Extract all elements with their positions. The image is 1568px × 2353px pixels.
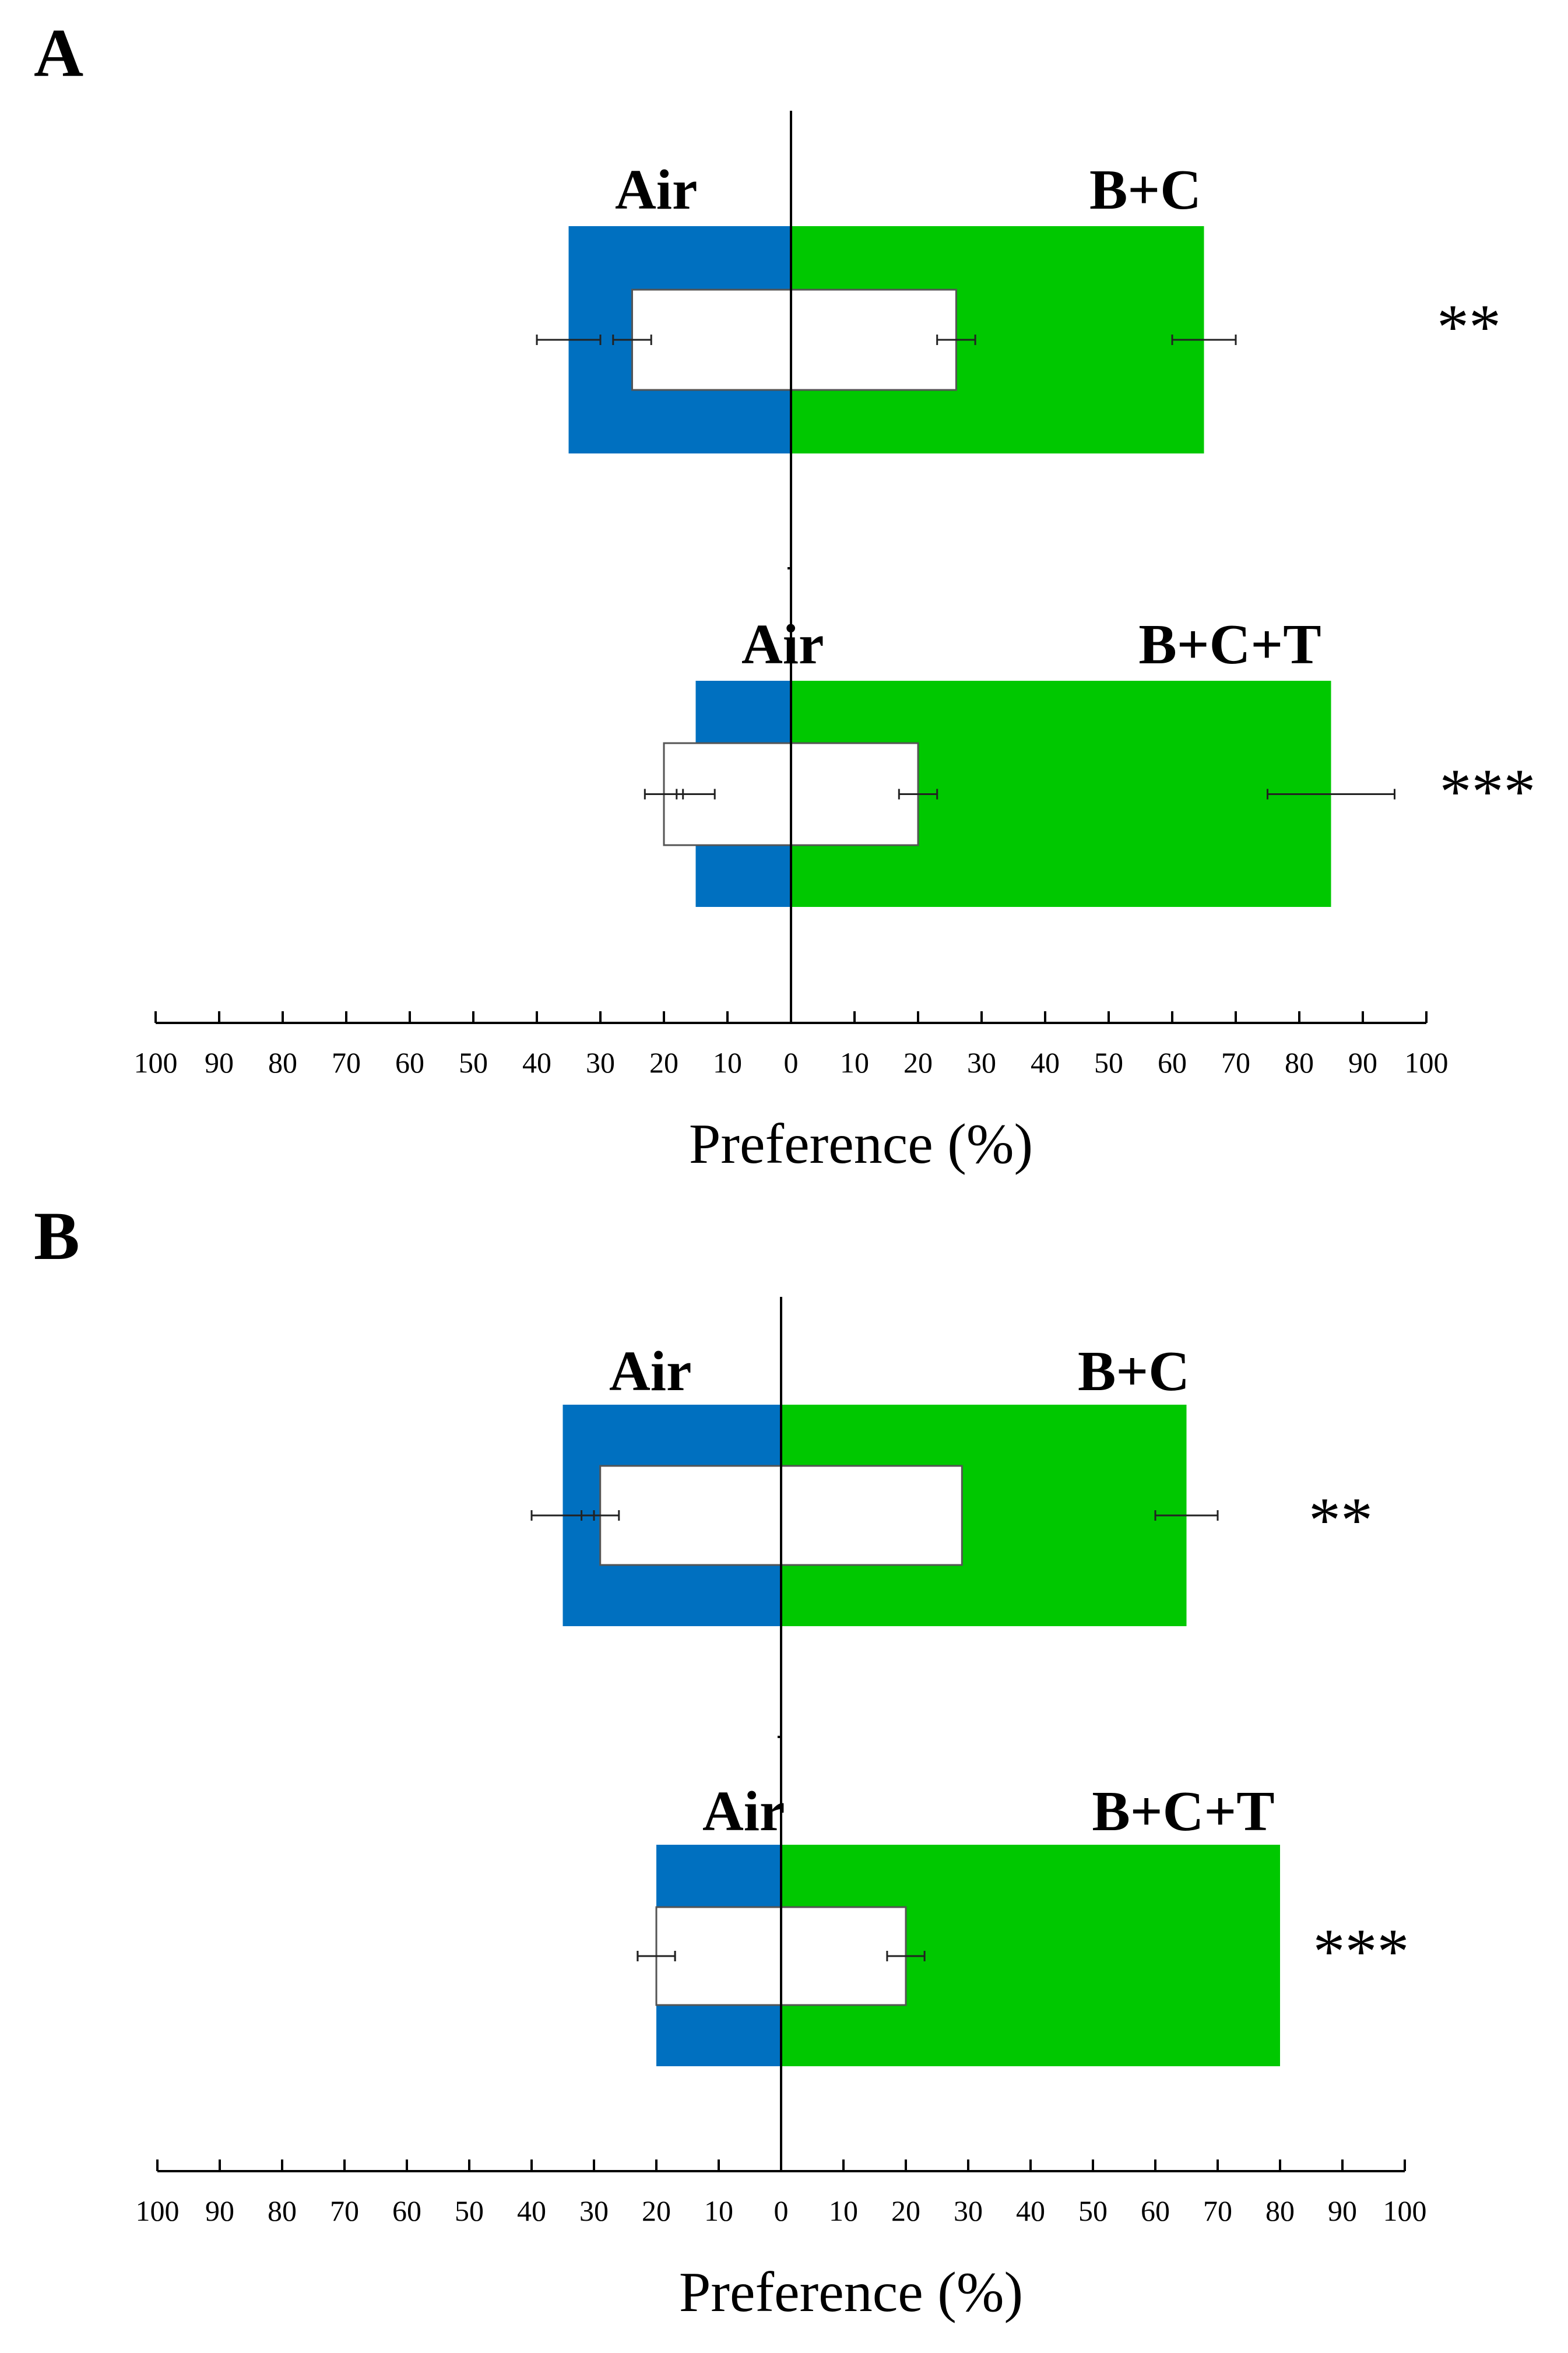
error-bar-right xyxy=(1267,789,1395,800)
inner-bar-left xyxy=(631,289,792,391)
bar-group: Air B+C ** xyxy=(530,1340,1373,1626)
x-tick-label: 70 xyxy=(330,2194,359,2227)
x-tick-label: 70 xyxy=(1221,1046,1250,1079)
bar-group: Air B+C+T *** xyxy=(637,1780,1409,2066)
x-tick-label: 50 xyxy=(1094,1046,1123,1079)
inner-bar-right xyxy=(780,1465,963,1566)
x-tick-label: 40 xyxy=(1031,1046,1060,1079)
x-tick-label: 90 xyxy=(1328,2194,1357,2227)
x-tick-label: 60 xyxy=(395,1046,424,1079)
x-tick-label: 50 xyxy=(1078,2194,1108,2227)
right-label: B+C xyxy=(1089,159,1201,221)
bar-group: Air B+C ** xyxy=(536,159,1501,453)
inner-bar-right xyxy=(790,742,919,846)
error-bar-inner-left xyxy=(637,1951,676,1961)
error-bar-left xyxy=(536,335,602,345)
x-tick-label: 20 xyxy=(642,2194,671,2227)
x-tick-label: 40 xyxy=(522,1046,551,1079)
x-tick-label: 100 xyxy=(1383,2194,1427,2227)
x-tick-label: 70 xyxy=(332,1046,361,1079)
right-label: B+C xyxy=(1078,1340,1190,1403)
x-tick-label: 100 xyxy=(134,1046,178,1079)
significance-label: ** xyxy=(1309,1485,1373,1556)
error-bar-inner-left xyxy=(644,789,684,800)
x-axis-title: Preference (%) xyxy=(689,1113,1033,1176)
x-tick-label: 30 xyxy=(967,1046,996,1079)
x-tick-label: 60 xyxy=(1158,1046,1187,1079)
right-label: B+C+T xyxy=(1138,613,1321,676)
x-axis-title: Preference (%) xyxy=(679,2261,1023,2324)
x-tick-label: 30 xyxy=(954,2194,983,2227)
inner-bar-left xyxy=(655,1906,782,2006)
x-tick-label: 100 xyxy=(136,2194,180,2227)
x-tick-label: 90 xyxy=(205,2194,234,2227)
x-tick-label: 80 xyxy=(1265,2194,1295,2227)
x-tick-label: 20 xyxy=(891,2194,920,2227)
x-tick-label: 50 xyxy=(459,1046,488,1079)
left-label: Air xyxy=(615,159,698,221)
error-bar-right xyxy=(1154,1510,1219,1521)
x-tick-label: 60 xyxy=(1141,2194,1170,2227)
x-tick-label: 70 xyxy=(1203,2194,1232,2227)
x-tick-label: 80 xyxy=(268,2194,297,2227)
x-tick-label: 0 xyxy=(774,2194,789,2227)
right-label: B+C+T xyxy=(1092,1780,1274,1843)
x-tick-label: 90 xyxy=(1348,1046,1377,1079)
x-tick-label: 50 xyxy=(455,2194,484,2227)
left-label: Air xyxy=(741,613,824,676)
inner-bar-right xyxy=(790,289,957,391)
x-tick-label: 10 xyxy=(829,2194,858,2227)
bar-group: Air B+C+T *** xyxy=(644,613,1536,907)
x-tick-label: 80 xyxy=(1285,1046,1314,1079)
x-tick-label: 100 xyxy=(1405,1046,1449,1079)
x-tick-label: 10 xyxy=(713,1046,742,1079)
x-tick-label: 30 xyxy=(586,1046,615,1079)
x-tick-label: 0 xyxy=(784,1046,799,1079)
inner-bar-left xyxy=(599,1465,782,1566)
error-bar-inner-left xyxy=(612,335,652,345)
x-tick-label: 20 xyxy=(649,1046,678,1079)
x-tick-label: 80 xyxy=(268,1046,297,1079)
x-tick-label: 40 xyxy=(517,2194,546,2227)
left-label: Air xyxy=(609,1340,692,1403)
left-label: Air xyxy=(702,1780,785,1843)
error-bar-inner-right xyxy=(898,789,938,800)
panel-label: B xyxy=(34,1198,80,1274)
inner-bar-right xyxy=(780,1906,907,2006)
x-tick-label: 10 xyxy=(840,1046,869,1079)
significance-label: *** xyxy=(1440,756,1536,827)
significance-label: ** xyxy=(1437,291,1501,363)
significance-label: *** xyxy=(1313,1916,1409,1987)
x-tick-label: 40 xyxy=(1016,2194,1045,2227)
x-tick-label: 90 xyxy=(205,1046,234,1079)
error-bar-inner-right xyxy=(936,335,976,345)
error-bar-inner-right xyxy=(886,1951,926,1961)
error-bar-right xyxy=(1171,335,1237,345)
x-tick-label: 30 xyxy=(579,2194,609,2227)
panel-label: A xyxy=(34,15,83,91)
x-tick-label: 10 xyxy=(704,2194,733,2227)
x-tick-label: 20 xyxy=(903,1046,933,1079)
x-tick-label: 60 xyxy=(392,2194,421,2227)
error-bar-inner-left xyxy=(581,1510,620,1521)
